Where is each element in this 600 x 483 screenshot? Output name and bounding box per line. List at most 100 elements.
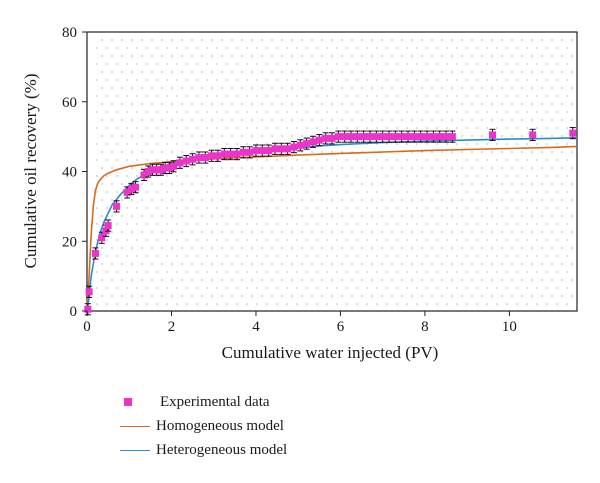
pattern-dot [236,143,238,145]
pattern-dot [286,191,288,193]
pattern-dot [431,263,433,265]
pattern-dot [191,167,193,169]
pattern-dot [521,215,523,217]
pattern-dot [436,159,438,161]
pattern-dot [436,191,438,193]
pattern-dot [491,103,493,105]
pattern-dot [566,287,568,289]
pattern-dot [381,71,383,73]
pattern-dot [486,159,488,161]
experimental-point [85,288,93,296]
pattern-dot [281,263,283,265]
pattern-dot [326,191,328,193]
pattern-dot [236,303,238,305]
pattern-dot [506,255,508,257]
pattern-dot [471,119,473,121]
pattern-dot [281,103,283,105]
pattern-dot [571,215,573,217]
pattern-dot [226,207,228,209]
pattern-dot [111,151,113,153]
pattern-dot [211,231,213,233]
pattern-dot [431,199,433,201]
pattern-dot [551,215,553,217]
pattern-dot [351,263,353,265]
pattern-dot [561,231,563,233]
pattern-dot [521,151,523,153]
pattern-dot [536,159,538,161]
pattern-dot [381,247,383,249]
pattern-dot [461,231,463,233]
pattern-dot [166,159,168,161]
pattern-dot [236,175,238,177]
pattern-dot [211,55,213,57]
pattern-dot [291,247,293,249]
pattern-dot [551,71,553,73]
pattern-dot [466,175,468,177]
pattern-dot [331,199,333,201]
pattern-dot [221,183,223,185]
pattern-dot [471,55,473,57]
pattern-dot [106,143,108,145]
pattern-dot [431,183,433,185]
pattern-dot [296,271,298,273]
pattern-dot [406,271,408,273]
pattern-dot [431,119,433,121]
experimental-point [208,152,216,160]
pattern-dot [126,255,128,257]
pattern-dot [196,95,198,97]
pattern-dot [511,55,513,57]
pattern-dot [501,71,503,73]
pattern-dot [116,255,118,257]
pattern-dot [546,143,548,145]
pattern-dot [461,215,463,217]
pattern-dot [306,159,308,161]
pattern-dot [246,63,248,65]
pattern-dot [186,303,188,305]
pattern-dot [551,103,553,105]
pattern-dot [171,295,173,297]
pattern-dot [176,47,178,49]
pattern-dot [181,119,183,121]
pattern-dot [556,191,558,193]
pattern-dot [281,247,283,249]
pattern-dot [456,271,458,273]
pattern-dot [421,247,423,249]
pattern-dot [191,263,193,265]
pattern-dot [476,303,478,305]
pattern-dot [466,303,468,305]
pattern-dot [261,263,263,265]
experimental-point [404,133,412,141]
pattern-dot [151,87,153,89]
pattern-dot [401,55,403,57]
experimental-point [113,202,121,210]
pattern-dot [141,167,143,169]
pattern-dot [306,175,308,177]
pattern-dot [241,71,243,73]
pattern-dot [431,71,433,73]
pattern-dot [171,215,173,217]
pattern-dot [431,231,433,233]
pattern-dot [426,223,428,225]
pattern-dot [526,95,528,97]
pattern-dot [126,79,128,81]
pattern-dot [471,39,473,41]
legend-item-experimental: Experimental data [120,392,270,412]
pattern-dot [401,119,403,121]
pattern-dot [291,183,293,185]
pattern-dot [221,231,223,233]
pattern-dot [201,263,203,265]
pattern-dot [246,111,248,113]
pattern-dot [351,199,353,201]
pattern-dot [106,95,108,97]
pattern-dot [521,167,523,169]
pattern-dot [446,95,448,97]
pattern-dot [556,223,558,225]
experimental-point [246,148,254,156]
pattern-dot [336,47,338,49]
pattern-dot [161,135,163,137]
pattern-dot [426,239,428,241]
pattern-dot [231,55,233,57]
pattern-dot [226,79,228,81]
pattern-dot [536,207,538,209]
pattern-dot [531,71,533,73]
